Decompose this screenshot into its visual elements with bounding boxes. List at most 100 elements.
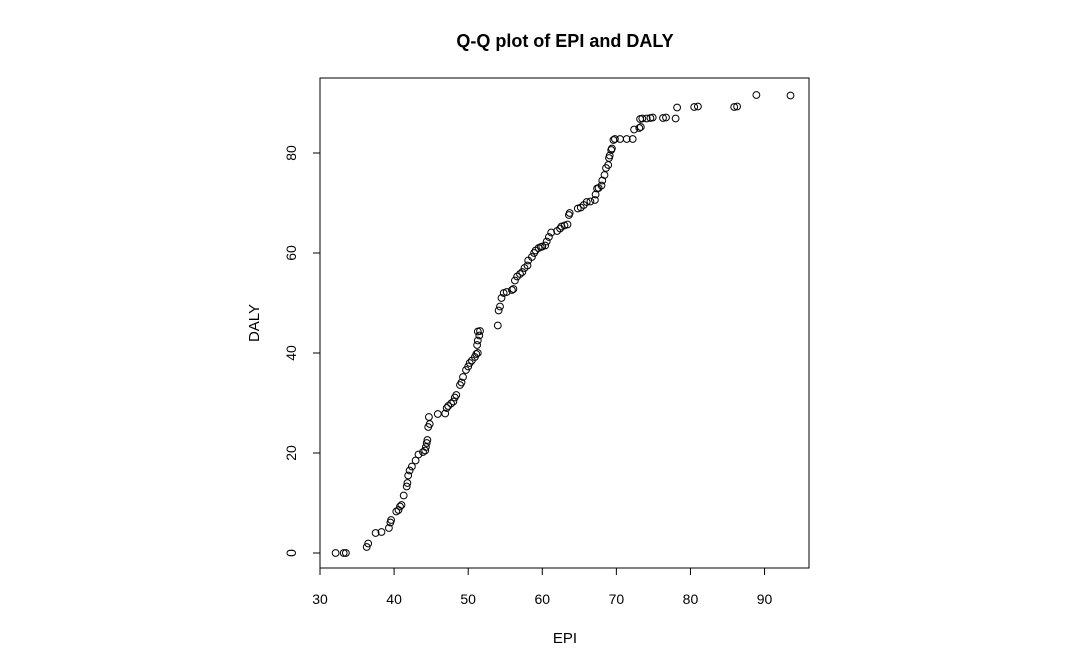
data-point bbox=[642, 114, 651, 123]
y-tick-label: 0 bbox=[283, 549, 299, 557]
data-point bbox=[423, 436, 432, 444]
data-point bbox=[528, 253, 536, 261]
data-point bbox=[563, 220, 572, 229]
data-point bbox=[611, 135, 619, 143]
data-point bbox=[392, 507, 401, 516]
y-tick-label: 20 bbox=[283, 445, 299, 461]
y-tick-label: 40 bbox=[283, 345, 299, 361]
data-point bbox=[331, 549, 340, 557]
data-point bbox=[449, 397, 458, 406]
data-point bbox=[377, 528, 386, 536]
data-point bbox=[591, 196, 599, 204]
data-point bbox=[385, 524, 393, 532]
data-point bbox=[405, 466, 414, 475]
data-point bbox=[421, 446, 430, 455]
x-axis-label: EPI bbox=[553, 630, 577, 647]
data-point bbox=[408, 462, 416, 471]
data-point bbox=[493, 321, 502, 330]
data-point bbox=[422, 443, 430, 451]
data-point bbox=[452, 391, 461, 399]
data-point bbox=[542, 237, 551, 246]
data-point bbox=[516, 270, 524, 278]
data-point bbox=[608, 144, 616, 153]
data-point bbox=[397, 501, 406, 509]
data-point bbox=[339, 549, 348, 557]
data-point bbox=[472, 350, 481, 358]
plot-frame bbox=[319, 77, 810, 569]
y-axis-label: DALY bbox=[246, 304, 263, 342]
data-point bbox=[597, 181, 606, 190]
y-tick-label: 60 bbox=[283, 245, 299, 261]
data-point bbox=[636, 123, 645, 131]
data-point bbox=[475, 331, 484, 340]
data-point bbox=[473, 341, 482, 349]
data-point bbox=[598, 176, 607, 185]
x-tick-label: 40 bbox=[386, 591, 402, 607]
data-point bbox=[648, 113, 657, 122]
data-point bbox=[364, 539, 373, 548]
x-tick-label: 30 bbox=[312, 591, 328, 607]
data-point bbox=[662, 113, 670, 122]
data-point bbox=[433, 410, 442, 418]
data-point bbox=[730, 103, 739, 111]
data-point bbox=[396, 502, 404, 511]
data-point bbox=[622, 135, 631, 143]
data-point bbox=[523, 261, 532, 270]
data-point bbox=[628, 135, 637, 143]
data-point bbox=[752, 91, 761, 99]
x-tick-label: 70 bbox=[609, 591, 625, 607]
data-point bbox=[659, 114, 667, 122]
data-point bbox=[473, 349, 482, 357]
data-point bbox=[465, 359, 474, 367]
data-point bbox=[673, 103, 681, 112]
data-point bbox=[399, 491, 408, 500]
data-point bbox=[442, 404, 451, 412]
data-point bbox=[690, 103, 699, 111]
data-point bbox=[371, 529, 380, 537]
data-point bbox=[459, 373, 467, 381]
data-point bbox=[616, 135, 624, 143]
data-point bbox=[476, 327, 484, 335]
data-point bbox=[565, 209, 574, 217]
data-point bbox=[694, 102, 702, 111]
data-point bbox=[387, 516, 396, 524]
data-point bbox=[545, 233, 553, 241]
y-tick-label: 80 bbox=[283, 145, 299, 161]
data-point bbox=[404, 471, 413, 480]
data-point bbox=[586, 197, 595, 206]
data-point bbox=[494, 306, 503, 315]
data-points bbox=[331, 91, 795, 557]
data-point bbox=[509, 285, 518, 293]
data-point bbox=[457, 378, 466, 387]
data-point bbox=[671, 114, 680, 123]
data-point bbox=[425, 413, 433, 421]
data-point bbox=[502, 288, 511, 296]
data-point bbox=[414, 450, 423, 459]
data-point bbox=[518, 268, 527, 276]
data-point bbox=[541, 241, 550, 250]
chart-title: Q-Q plot of EPI and DALY bbox=[456, 31, 673, 51]
data-point bbox=[582, 198, 591, 206]
x-tick-label: 50 bbox=[460, 591, 476, 607]
data-point bbox=[362, 543, 371, 551]
data-point bbox=[605, 151, 614, 160]
data-point bbox=[547, 228, 556, 237]
data-point bbox=[786, 91, 795, 100]
x-tick-label: 80 bbox=[683, 591, 699, 607]
data-point bbox=[496, 302, 504, 311]
data-point bbox=[635, 124, 644, 132]
data-point bbox=[402, 482, 411, 491]
data-point bbox=[473, 336, 482, 345]
data-point bbox=[511, 276, 519, 285]
x-tick-label: 60 bbox=[534, 591, 550, 607]
data-point bbox=[638, 114, 647, 123]
data-point bbox=[630, 125, 638, 134]
data-point bbox=[508, 286, 516, 294]
y-axis: 0 20 40 60 80 bbox=[283, 145, 321, 557]
data-point bbox=[422, 439, 431, 447]
data-point bbox=[600, 171, 609, 179]
data-point bbox=[591, 190, 600, 199]
data-point bbox=[342, 549, 350, 557]
data-point bbox=[441, 409, 450, 418]
